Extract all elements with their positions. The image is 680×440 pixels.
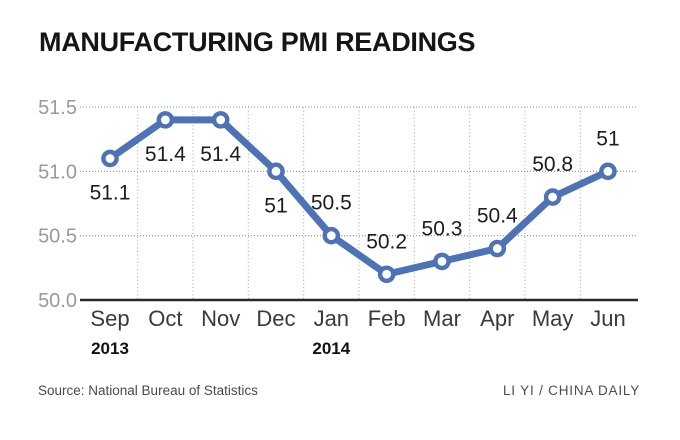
credit-byline: LI YI / CHINA DAILY <box>503 383 640 398</box>
data-label-Dec: 51 <box>264 194 287 217</box>
x-tick-Jun: Jun <box>590 306 625 331</box>
data-point-Jun <box>599 162 617 181</box>
data-point-Oct <box>156 111 175 129</box>
x-tick-Sep: Sep <box>90 306 129 331</box>
data-point-Nov <box>211 111 230 129</box>
data-label-Jun: 51 <box>596 127 619 150</box>
y-tick-51.0: 51.0 <box>38 161 77 183</box>
data-point-Mar <box>433 252 451 271</box>
data-point-May <box>543 188 562 206</box>
x-tick-Nov: Nov <box>201 306 240 331</box>
data-label-Sep: 51.1 <box>90 181 131 204</box>
x-tick-Oct: Oct <box>148 306 182 331</box>
data-label-Apr: 50.4 <box>477 205 518 228</box>
data-point-Feb <box>377 265 396 284</box>
chart-title: MANUFACTURING PMI READINGS <box>39 27 476 57</box>
data-label-Nov: 51.4 <box>200 143 241 166</box>
year-label-2014: 2014 <box>312 339 350 358</box>
data-label-May: 50.8 <box>532 153 573 176</box>
data-point-Dec <box>267 162 285 181</box>
data-label-Mar: 50.3 <box>422 217 463 240</box>
data-point-Apr <box>488 239 507 258</box>
x-tick-Jan: Jan <box>314 306 349 331</box>
x-tick-Feb: Feb <box>368 306 406 331</box>
pmi-line <box>106 116 612 278</box>
x-tick-Dec: Dec <box>256 306 295 331</box>
data-label-Oct: 51.4 <box>145 143 186 166</box>
x-tick-May: May <box>532 306 574 331</box>
year-label-2013: 2013 <box>91 339 129 358</box>
y-tick-50.5: 50.5 <box>38 226 77 248</box>
data-label-Jan: 50.5 <box>311 192 352 215</box>
source-note: Source: National Bureau of Statistics <box>38 383 258 398</box>
data-point-Sep <box>101 149 119 168</box>
y-tick-51.5: 51.5 <box>38 97 77 119</box>
y-tick-50.0: 50.0 <box>38 290 77 312</box>
data-label-Feb: 50.2 <box>366 230 407 253</box>
x-tick-Mar: Mar <box>423 306 461 331</box>
x-tick-Apr: Apr <box>480 306 514 331</box>
data-point-Jan <box>322 226 341 245</box>
